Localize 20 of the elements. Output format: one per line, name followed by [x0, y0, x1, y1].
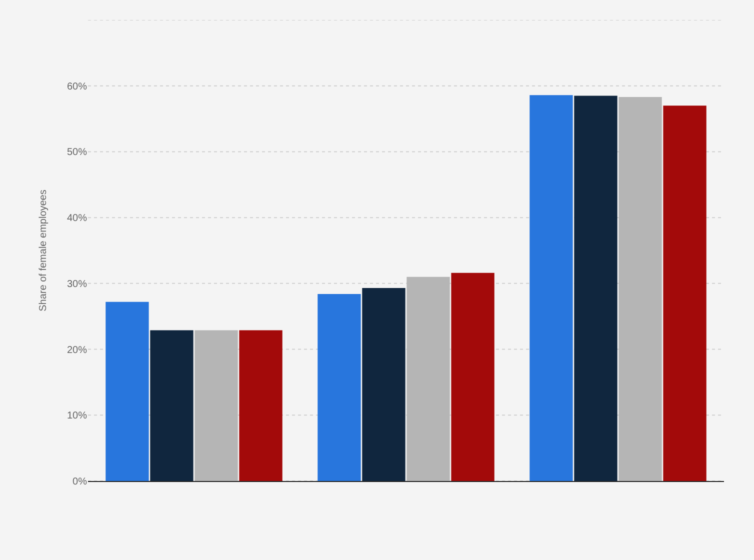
- bar: [150, 330, 194, 481]
- y-axis-title: Share of female employees: [38, 190, 49, 312]
- y-tick-label: 10%: [66, 410, 88, 422]
- bar: [574, 96, 618, 481]
- y-tick-label: 20%: [66, 344, 88, 356]
- y-tick-label: 60%: [66, 81, 88, 92]
- y-tick-label: 50%: [66, 147, 88, 158]
- y-tick-label: 40%: [66, 213, 88, 224]
- bar: [106, 302, 149, 481]
- bar: [663, 106, 706, 481]
- bar: [530, 95, 573, 481]
- y-tick-label: 0%: [72, 476, 88, 488]
- bar: [451, 272, 494, 481]
- bar: [318, 294, 361, 481]
- y-tick-label: 30%: [66, 278, 88, 290]
- bar: [362, 288, 406, 481]
- bar: [618, 97, 662, 481]
- bar: [406, 276, 450, 481]
- bar: [194, 330, 238, 481]
- bar: [239, 330, 282, 481]
